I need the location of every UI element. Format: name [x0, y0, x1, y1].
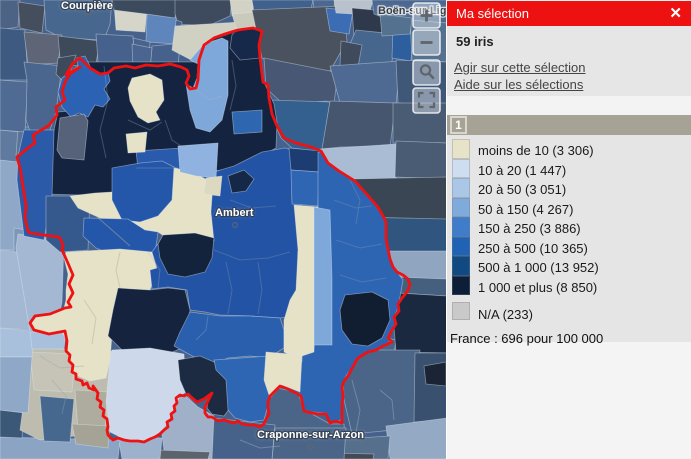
svg-text:Ambert: Ambert [215, 207, 254, 219]
svg-text:Craponne-sur-Arzon: Craponne-sur-Arzon [257, 429, 364, 441]
svg-text:Courpière: Courpière [61, 0, 113, 12]
svg-text:Courpière: Courpière [61, 0, 113, 12]
svg-text:Craponne-sur-Arzon: Craponne-sur-Arzon [257, 429, 364, 441]
svg-text:Ambert: Ambert [215, 207, 254, 219]
